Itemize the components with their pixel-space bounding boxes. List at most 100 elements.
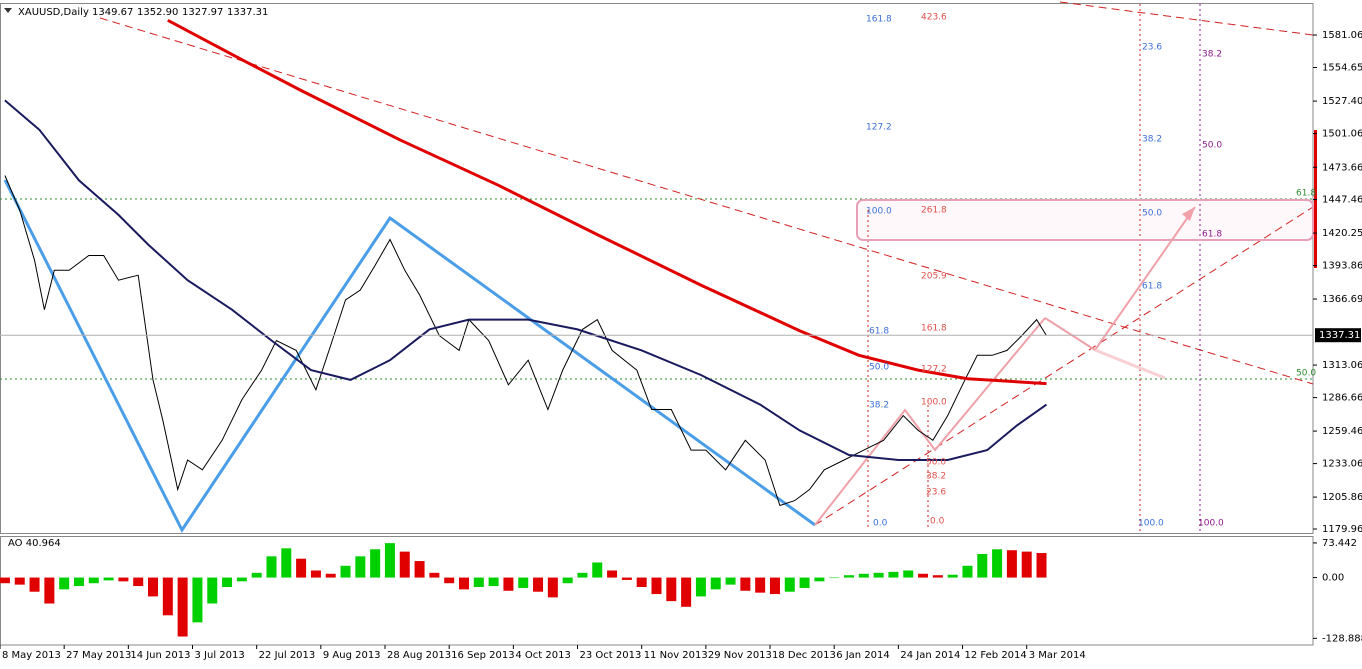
ao-bar <box>769 577 780 595</box>
ao-bar <box>59 577 70 590</box>
ao-bar <box>547 577 558 598</box>
fib-label: 161.8 <box>921 324 947 334</box>
ao-bar <box>370 549 381 578</box>
ao-bar <box>666 577 677 602</box>
x-tick-label: 8 May 2013 <box>2 650 61 661</box>
ohlc-value: 1349.67 <box>92 7 133 18</box>
fib-label: 100.0 <box>866 207 892 217</box>
ao-y-tick-label: -128.888 <box>1322 633 1362 644</box>
y-tick-label: 1420.25 <box>1322 228 1362 239</box>
ao-bar <box>636 577 647 587</box>
ao-bar <box>325 573 336 578</box>
fib-label: 161.8 <box>866 15 892 25</box>
ohlc-value: 1327.97 <box>182 7 223 18</box>
ohlc-value: 1337.31 <box>227 7 268 18</box>
y-tick-label: 1581.06 <box>1322 30 1362 41</box>
ao-bar <box>414 561 425 578</box>
price-line <box>167 18 1047 386</box>
ao-bar <box>0 577 10 584</box>
ao-bar <box>725 577 736 585</box>
ao-bar <box>1036 553 1047 578</box>
ao-bar <box>310 570 321 578</box>
fib-label: 0.0 <box>930 517 945 527</box>
ao-bar <box>399 551 410 578</box>
fib-label: 61.8 <box>869 327 889 337</box>
ao-bar <box>814 577 825 582</box>
ao-bar <box>755 577 766 593</box>
ao-title: AO 40.964 <box>8 538 61 549</box>
x-tick-label: 3 Jul 2013 <box>195 650 245 661</box>
y-tick-label: 1286.66 <box>1322 393 1362 404</box>
zigzag <box>3 179 816 533</box>
x-tick-label: 11 Nov 2013 <box>644 650 708 661</box>
plot-layer: 1349.67 1352.90 1327.97 1337.31 1581.06 1554.… <box>0 7 1362 661</box>
fib-label: 205.9 <box>921 272 947 282</box>
main-panel <box>0 3 1314 534</box>
y-tick-label: 1366.69 <box>1322 294 1362 305</box>
fib-label: 38.2 <box>1202 50 1222 60</box>
fib-label: 261.8 <box>921 206 947 216</box>
ao-bar <box>681 577 692 607</box>
fib-label: 50.0 <box>926 458 946 468</box>
x-tick-label: 4 Oct 2013 <box>515 650 570 661</box>
x-tick-label: 16 Sep 2013 <box>451 650 514 661</box>
pattern-line <box>814 317 1046 526</box>
ao-bar <box>296 558 307 578</box>
fib-label: 50.0 <box>1296 369 1316 379</box>
ao-bar <box>162 577 173 616</box>
symbol-title: XAUUSD,Daily <box>18 7 89 18</box>
ao-bar <box>740 577 751 591</box>
ao-bar <box>503 577 514 591</box>
x-tick-label: 27 May 2013 <box>66 650 131 661</box>
fib-label: 61.8 <box>1142 282 1162 292</box>
ao-bar <box>444 577 455 584</box>
ao-bar <box>962 565 973 578</box>
arrow-head <box>1182 207 1195 221</box>
fib-label: 23.6 <box>926 488 946 498</box>
y-tick-label: 1233.06 <box>1322 459 1362 470</box>
price-line <box>4 175 1047 507</box>
ao-bar <box>992 549 1003 578</box>
fib-label: 100.0 <box>1198 519 1224 529</box>
ao-bar <box>799 577 810 588</box>
ao-bar <box>458 577 469 590</box>
fib-label: 61.8 <box>1202 230 1222 240</box>
ao-bar <box>533 577 544 592</box>
ao-bar <box>192 577 203 623</box>
y-tick-label: 1554.65 <box>1322 63 1362 74</box>
trendline <box>1059 1 1314 36</box>
fib-label: 38.2 <box>926 472 946 482</box>
ao-bar <box>695 577 706 597</box>
y-tick-label: 1501.06 <box>1322 129 1362 140</box>
price-line <box>4 99 1048 461</box>
ao-bar <box>355 556 366 578</box>
x-tick-label: 9 Aug 2013 <box>323 650 381 661</box>
y-tick-label: 1259.46 <box>1322 426 1362 437</box>
ao-bar <box>1021 551 1032 578</box>
last-price-box <box>1315 328 1361 343</box>
menu-triangle <box>4 8 12 13</box>
fib-label: 23.6 <box>1142 43 1162 53</box>
y-tick-label: 1205.86 <box>1322 492 1362 503</box>
ao-bar <box>88 577 99 584</box>
ao-bar <box>562 577 573 584</box>
ao-bar <box>236 577 247 582</box>
fib-label: 38.2 <box>1142 135 1162 145</box>
ao-bar <box>177 577 188 637</box>
range-marker <box>1314 130 1317 268</box>
x-tick-label: 22 Jul 2013 <box>259 650 316 661</box>
ao-bar <box>651 577 662 595</box>
target-zone <box>856 199 1314 241</box>
ao-bar <box>577 572 588 578</box>
ao-bar <box>888 571 899 578</box>
ao-bar <box>222 577 233 587</box>
ao-bar <box>251 572 262 578</box>
fib-label: 100.0 <box>1138 519 1164 529</box>
ao-bar <box>592 562 603 578</box>
ao-bar <box>29 577 40 592</box>
y-tick-label: 1447.46 <box>1322 195 1362 206</box>
ao-bar <box>148 577 159 597</box>
x-tick-label: 23 Oct 2013 <box>580 650 642 661</box>
fib-label: 100.0 <box>921 398 947 408</box>
